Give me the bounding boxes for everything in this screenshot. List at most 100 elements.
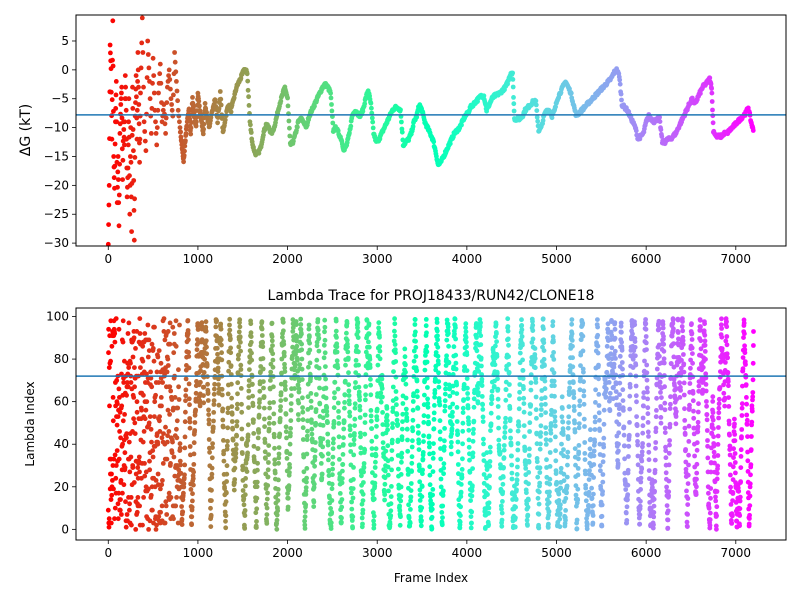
lambda-point <box>478 333 484 339</box>
lambda-point <box>171 350 177 356</box>
lambda-point <box>479 383 485 388</box>
lambda-point <box>597 417 602 423</box>
lambda-point <box>560 406 565 411</box>
lambda-point <box>186 337 191 343</box>
lambda-point <box>475 400 481 406</box>
lambda-point <box>470 431 476 436</box>
lambda-point <box>313 392 319 397</box>
lambda-point <box>147 458 152 464</box>
lambda-point <box>347 413 353 419</box>
lambda-point <box>152 399 158 405</box>
lambda-point <box>527 411 533 416</box>
lambda-point <box>696 383 702 389</box>
lambda-point <box>315 317 321 322</box>
lambda-point <box>466 437 472 443</box>
lambda-point <box>105 507 111 513</box>
lambda-point <box>455 449 461 455</box>
lambda-point <box>351 465 356 470</box>
delta-g-point <box>410 124 416 129</box>
lambda-point <box>534 441 540 447</box>
lambda-point <box>303 488 309 494</box>
lambda-point <box>601 421 607 427</box>
lambda-point <box>371 496 377 502</box>
lambda-point <box>668 394 673 400</box>
lambda-point <box>311 485 317 490</box>
lambda-point <box>634 399 639 405</box>
lambda-point <box>158 486 163 492</box>
delta-g-point <box>138 90 143 96</box>
lambda-point <box>681 352 686 357</box>
lambda-point <box>272 470 278 476</box>
delta-g-panel: 0 1000 2000 3000 4000 5000 6000 7000 −30−25−20−… <box>18 14 787 266</box>
lambda-point <box>246 388 252 394</box>
lambda-point <box>667 442 672 448</box>
lambda-point <box>276 445 282 450</box>
lambda-point <box>191 482 196 488</box>
lambda-point <box>118 435 123 441</box>
lambda-point <box>248 339 254 345</box>
lambda-point <box>323 376 328 382</box>
lambda-point <box>711 426 716 431</box>
delta-g-point <box>511 95 516 100</box>
lambda-point <box>583 471 588 477</box>
lambda-point <box>283 424 289 430</box>
lambda-point <box>374 406 380 412</box>
lambda-point <box>616 412 622 417</box>
lambda-point <box>306 326 312 332</box>
lambda-point <box>299 366 305 372</box>
lambda-point <box>148 369 154 375</box>
lambda-point <box>257 397 262 403</box>
lambda-point <box>106 516 112 522</box>
lambda-point <box>376 325 381 331</box>
delta-g-point <box>146 65 152 71</box>
lambda-point <box>416 464 422 470</box>
lambda-point <box>139 407 145 413</box>
lambda-point <box>206 417 212 423</box>
lambda-point <box>147 414 153 419</box>
delta-g-point <box>121 127 127 132</box>
lambda-point <box>226 368 232 374</box>
lambda-point <box>132 365 137 370</box>
lambda-point <box>253 510 259 516</box>
lambda-point <box>395 437 401 443</box>
lambda-point <box>457 519 463 525</box>
lambda-point <box>404 426 410 432</box>
lambda-point <box>159 503 165 509</box>
lambda-point <box>224 490 229 496</box>
lambda-point <box>646 468 652 473</box>
lambda-point <box>303 502 309 508</box>
lambda-point <box>209 487 214 493</box>
lambda-point <box>305 428 310 434</box>
delta-g-point <box>119 90 124 96</box>
lambda-point <box>574 526 580 532</box>
lambda-point <box>187 402 192 408</box>
lambda-point <box>384 418 390 424</box>
lambda-point <box>238 386 244 391</box>
lambda-point <box>619 339 624 345</box>
lambda-point <box>377 356 383 362</box>
lambda-point <box>622 456 627 462</box>
lambda-point <box>565 454 570 460</box>
lambda-point <box>106 524 112 530</box>
lambda-point <box>393 389 399 394</box>
lambda-point <box>392 328 397 334</box>
lambda-point <box>220 424 226 430</box>
lambda-point <box>397 522 403 528</box>
lambda-point <box>668 361 674 367</box>
x-tick-label: 7000 <box>721 252 752 266</box>
lambda-point <box>501 447 507 453</box>
lambda-point <box>637 521 643 527</box>
lambda-point <box>278 390 284 395</box>
lambda-point <box>144 399 150 405</box>
lambda-point <box>644 370 650 376</box>
lambda-point <box>382 481 388 487</box>
lambda-point <box>350 486 356 491</box>
lambda-point <box>670 317 676 323</box>
lambda-point <box>201 370 207 375</box>
lambda-point <box>565 425 571 431</box>
delta-g-point <box>659 134 665 139</box>
lambda-point <box>165 439 170 445</box>
lambda-point <box>278 381 284 387</box>
lambda-point <box>535 474 541 480</box>
